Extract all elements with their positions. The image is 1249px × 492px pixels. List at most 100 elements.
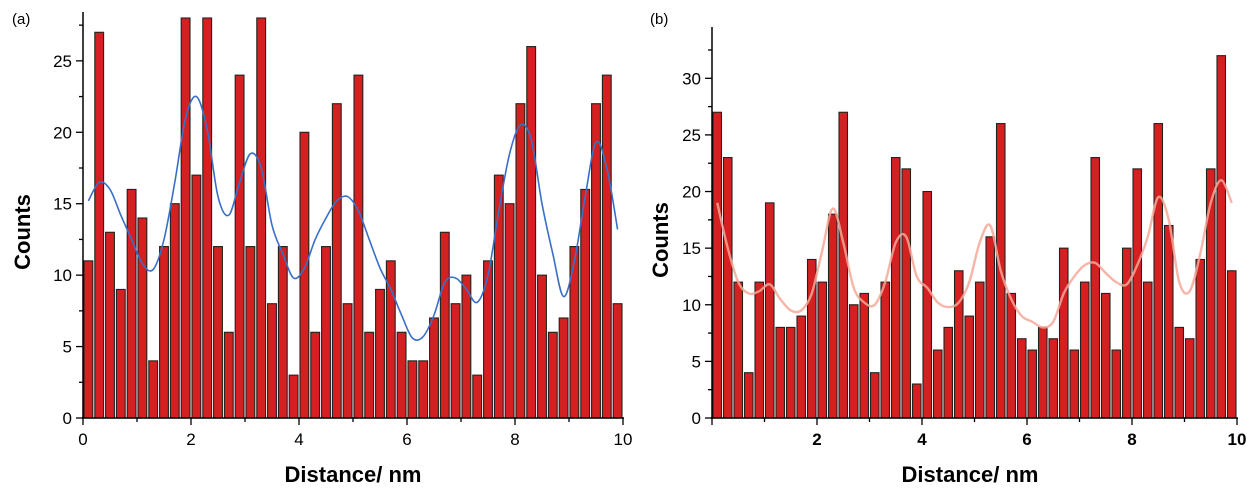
- bar: [1037, 326, 1048, 419]
- y-tick-label: 20: [682, 183, 701, 202]
- x-tick-label: 4: [917, 430, 927, 449]
- bar: [743, 372, 754, 419]
- x-tick-label: 0: [78, 430, 87, 449]
- bar: [1069, 349, 1080, 419]
- bar: [105, 231, 115, 419]
- bar: [890, 157, 901, 419]
- bar: [407, 360, 418, 419]
- bar: [1111, 349, 1122, 419]
- bar: [1016, 338, 1027, 419]
- y-tick-label: 10: [53, 266, 72, 285]
- bar: [1006, 292, 1017, 419]
- bar: [148, 360, 159, 419]
- bar: [1027, 349, 1038, 419]
- panel-b-x-axis-title: Distance/ nm: [902, 462, 1039, 487]
- bar: [83, 260, 94, 419]
- x-tick-label: 8: [1127, 430, 1136, 449]
- bar: [838, 111, 849, 419]
- bar: [461, 274, 472, 419]
- panel-a-bars: [83, 17, 623, 419]
- bar: [848, 304, 859, 419]
- bar: [775, 326, 786, 419]
- bar: [1216, 55, 1227, 419]
- y-tick-label: 5: [63, 338, 72, 357]
- bar: [580, 188, 591, 419]
- y-tick-label: 0: [63, 409, 72, 428]
- bar: [558, 317, 569, 419]
- bar: [964, 315, 975, 419]
- bar: [1184, 338, 1195, 419]
- bar: [953, 270, 964, 419]
- bar: [785, 326, 796, 419]
- bar: [321, 246, 331, 419]
- panel-b-bars: [712, 55, 1237, 419]
- bar: [1100, 292, 1111, 419]
- x-tick-label: 2: [812, 430, 821, 449]
- y-tick-label: 25: [53, 52, 72, 71]
- bar: [733, 281, 744, 419]
- bar: [288, 374, 299, 419]
- y-tick-label: 25: [682, 126, 701, 145]
- bar: [115, 288, 126, 419]
- panel-a-label: (a): [12, 11, 30, 28]
- bar: [1163, 224, 1174, 419]
- bar: [817, 281, 828, 419]
- bar: [796, 315, 807, 419]
- bar: [537, 274, 547, 419]
- x-tick-label: 6: [1022, 430, 1031, 449]
- bar: [396, 331, 407, 419]
- bar: [1090, 157, 1101, 419]
- bar: [1079, 281, 1090, 419]
- bar: [310, 331, 321, 419]
- panel-b-y-ticks: 0 5 10 15 20 25 30: [682, 49, 712, 428]
- bar: [223, 331, 234, 419]
- y-tick-label: 30: [682, 69, 701, 88]
- bar: [375, 288, 385, 419]
- bar: [612, 303, 623, 419]
- bar: [159, 246, 169, 419]
- bar: [1121, 247, 1132, 419]
- bar: [1132, 168, 1143, 419]
- bar: [137, 217, 148, 419]
- bar: [267, 303, 277, 419]
- bar: [722, 157, 733, 419]
- bar: [827, 213, 838, 419]
- bar: [1142, 281, 1153, 419]
- bar: [364, 331, 375, 419]
- bar: [764, 202, 775, 419]
- bar: [450, 303, 461, 419]
- bar: [418, 360, 429, 419]
- bar: [1153, 123, 1164, 419]
- panel-b-label: (b): [650, 11, 668, 28]
- bar: [922, 190, 933, 419]
- bar: [911, 383, 922, 419]
- bar: [526, 46, 537, 419]
- bar: [943, 326, 954, 419]
- bar: [712, 111, 723, 419]
- bar: [1226, 270, 1237, 419]
- bar: [234, 74, 245, 419]
- bar: [126, 188, 137, 419]
- x-tick-label: 10: [1228, 430, 1247, 449]
- bar: [277, 246, 288, 419]
- bar: [859, 292, 870, 419]
- chart-panel-b: (b) 2 4 6 8 10 0 5 10 15 20 25 30 Distance/ nm Cou…: [648, 11, 1246, 487]
- x-tick-label: 8: [510, 430, 519, 449]
- y-tick-label: 20: [53, 123, 72, 142]
- bar: [331, 103, 342, 419]
- bar: [342, 303, 353, 419]
- panel-a-fit-curve: [87, 95, 619, 341]
- panel-b-x-ticks: 2 4 6 8 10: [711, 418, 1247, 449]
- bar: [1048, 338, 1059, 419]
- bar: [169, 203, 180, 419]
- panel-a-y-axis-title: Counts: [10, 194, 35, 270]
- bar: [429, 317, 439, 419]
- bar: [901, 168, 912, 419]
- panel-b-fit-curve: [716, 179, 1233, 329]
- bar: [202, 17, 213, 419]
- bar: [213, 246, 223, 419]
- y-tick-label: 15: [53, 195, 72, 214]
- bar: [880, 281, 891, 419]
- x-tick-label: 10: [614, 430, 633, 449]
- bar: [754, 281, 765, 419]
